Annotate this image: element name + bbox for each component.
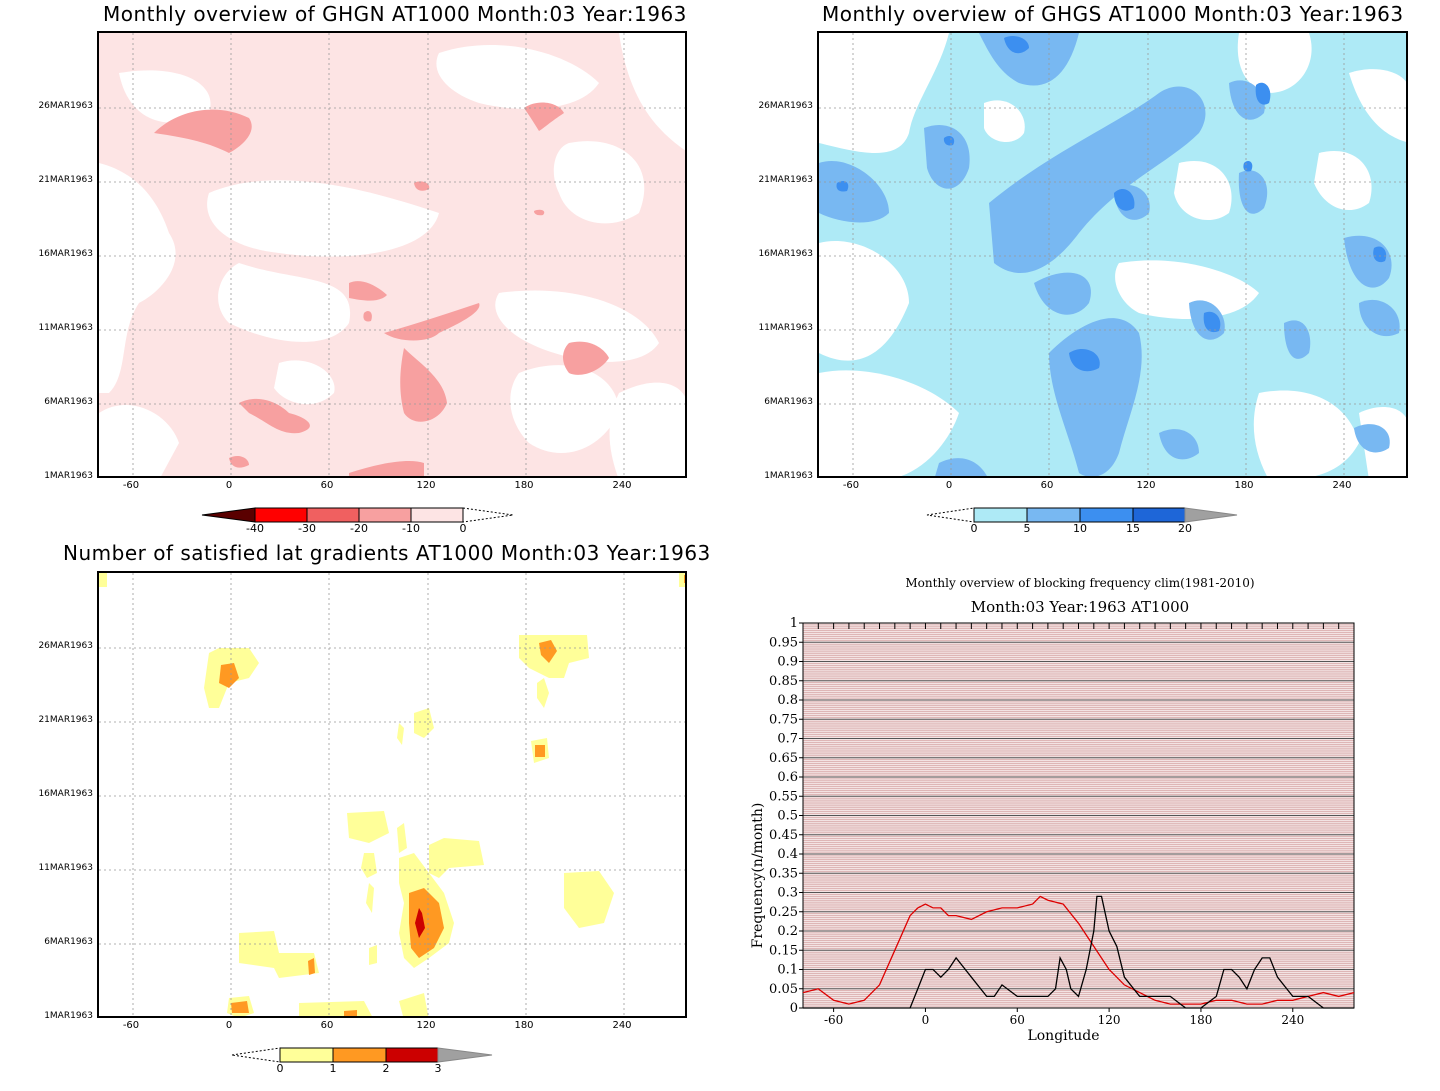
- gradients-ytick: 6MAR1963: [44, 937, 93, 947]
- y-tick-label: 0.45: [769, 828, 798, 843]
- ghgs-ytick: 21MAR1963: [758, 175, 813, 185]
- ghgs-xtick: 60: [1040, 480, 1054, 491]
- ghgs-cbar-label: 15: [1126, 522, 1140, 535]
- gradients-xtick: 0: [225, 1020, 233, 1031]
- ghgn-ytick: 21MAR1963: [38, 175, 93, 185]
- x-tick-label: 120: [1098, 1013, 1121, 1027]
- y-tick-label: 0.85: [769, 674, 798, 689]
- ghgs-xtick: 0: [945, 480, 953, 491]
- ghgn-colorbar: [201, 507, 514, 523]
- ghgs-xtick: 180: [1234, 480, 1254, 491]
- ghgn-field: [99, 33, 685, 476]
- y-tick-label: 0.05: [769, 982, 798, 997]
- gradients-title: Number of satisfied lat gradients AT1000…: [63, 541, 711, 565]
- y-tick-label: 0.2: [777, 924, 798, 939]
- ghgs-cbar-label: 0: [970, 522, 978, 535]
- ghgs-cbar-label: 10: [1073, 522, 1087, 535]
- ghgn-grid: [99, 33, 685, 476]
- y-tick-label: 0.55: [769, 789, 798, 804]
- ghgn-ytick: 16MAR1963: [38, 249, 93, 259]
- y-axis-label: Frequency(n/month): [750, 803, 766, 949]
- y-tick-label: 0.6: [777, 770, 798, 785]
- gradients-xtick: -60: [122, 1020, 140, 1031]
- ghgn-xtick: 180: [514, 480, 534, 491]
- gradients-colorbar: [231, 1047, 493, 1063]
- gradients-cbar-label: 1: [329, 1062, 337, 1075]
- gradients-xtick: 240: [612, 1020, 632, 1031]
- ghgn-cbar-label: -40: [246, 522, 264, 535]
- ghgs-field: [819, 33, 1406, 476]
- gradients-ytick: 11MAR1963: [38, 863, 93, 873]
- y-tick-label: 0: [790, 1001, 798, 1016]
- y-tick-label: 1: [790, 616, 798, 631]
- ghgn-xtick: 240: [612, 480, 632, 491]
- x-axis-label: Longitude: [1027, 1028, 1099, 1044]
- series-line-red: [802, 895, 1355, 1005]
- ghgs-xtick: 120: [1136, 480, 1156, 491]
- gradients-ytick: 26MAR1963: [38, 641, 93, 651]
- x-tick-label: 60: [1010, 1013, 1025, 1027]
- y-tick-label: 0.95: [769, 635, 798, 650]
- y-tick-label: 0.1: [777, 963, 798, 978]
- ghgs-grid: [819, 33, 1406, 476]
- gradients-cbar-label: 3: [434, 1062, 442, 1075]
- ghgs-cbar-label: 20: [1178, 522, 1192, 535]
- gradients-xtick: 120: [416, 1020, 436, 1031]
- y-tick-label: 0.7: [777, 732, 798, 747]
- ghgs-ytick: 16MAR1963: [758, 249, 813, 259]
- ghgs-ytick: 1MAR1963: [764, 471, 813, 481]
- y-tick-label: 0.75: [769, 712, 798, 727]
- ghgs-xtick: 240: [1332, 480, 1352, 491]
- ghgn-ytick: 11MAR1963: [38, 323, 93, 333]
- gradients-field: [99, 573, 685, 1016]
- y-tick-label: 0.15: [769, 943, 798, 958]
- ghgn-ytick: 1MAR1963: [44, 471, 93, 481]
- y-tick-label: 0.8: [777, 693, 798, 708]
- ghgs-plot-area: [817, 31, 1408, 478]
- y-tick-label: 0.4: [777, 847, 798, 862]
- blocking-line-chart: 0 0.05 0.1 0.15 0.2 0.25 0.3 0.35 0.4 0.45 0.5 0.55…: [750, 616, 1355, 1044]
- y-tick-label: 0.35: [769, 866, 798, 881]
- ghgs-title: Monthly overview of GHGS AT1000 Month:03…: [822, 2, 1404, 26]
- ghgn-title: Monthly overview of GHGN AT1000 Month:03…: [103, 2, 687, 26]
- x-tick-label: 240: [1281, 1013, 1304, 1027]
- gradients-xtick: 180: [514, 1020, 534, 1031]
- ghgn-xtick: 60: [320, 480, 334, 491]
- gradients-ytick: 1MAR1963: [44, 1011, 93, 1021]
- x-tick-label: -60: [824, 1013, 843, 1027]
- gradients-xtick: 60: [320, 1020, 334, 1031]
- ghgn-xtick: -60: [122, 480, 140, 491]
- y-tick-label: 0.65: [769, 751, 798, 766]
- ghgn-plot-area: [97, 31, 687, 478]
- ghgs-ytick: 26MAR1963: [758, 101, 813, 111]
- ghgn-cbar-label: -20: [350, 522, 368, 535]
- y-tick-label: 0.5: [777, 809, 798, 824]
- x-tick-label: 180: [1189, 1013, 1212, 1027]
- gradients-cbar-label: 0: [276, 1062, 284, 1075]
- gradients-plot-area: [97, 571, 687, 1018]
- y-tick-label: 0.9: [777, 655, 798, 670]
- x-tick-label: 0: [922, 1013, 930, 1027]
- blocking-title: Monthly overview of blocking frequency c…: [905, 576, 1255, 590]
- gradients-ytick: 21MAR1963: [38, 715, 93, 725]
- gradients-ytick: 16MAR1963: [38, 789, 93, 799]
- ghgn-xtick: 120: [416, 480, 436, 491]
- ghgn-cbar-label: 0: [459, 522, 467, 535]
- gradients-cbar-label: 2: [382, 1062, 390, 1075]
- ghgn-cbar-label: -10: [402, 522, 420, 535]
- ghgs-ytick: 11MAR1963: [758, 323, 813, 333]
- ghgn-ytick: 26MAR1963: [38, 101, 93, 111]
- series-line-black: [803, 895, 1354, 1009]
- ghgn-ytick: 6MAR1963: [44, 397, 93, 407]
- y-tick-label: 0.3: [777, 886, 798, 901]
- gradients-grid: [99, 573, 685, 1016]
- blocking-subtitle: Month:03 Year:1963 AT1000: [970, 598, 1190, 616]
- y-tick-label: 0.25: [769, 905, 798, 920]
- ghgs-ytick: 6MAR1963: [764, 397, 813, 407]
- ghgn-cbar-label: -30: [298, 522, 316, 535]
- ghgs-xtick: -60: [842, 480, 860, 491]
- ghgs-cbar-label: 5: [1023, 522, 1031, 535]
- ghgn-xtick: 0: [225, 480, 233, 491]
- ghgs-colorbar: [926, 507, 1238, 523]
